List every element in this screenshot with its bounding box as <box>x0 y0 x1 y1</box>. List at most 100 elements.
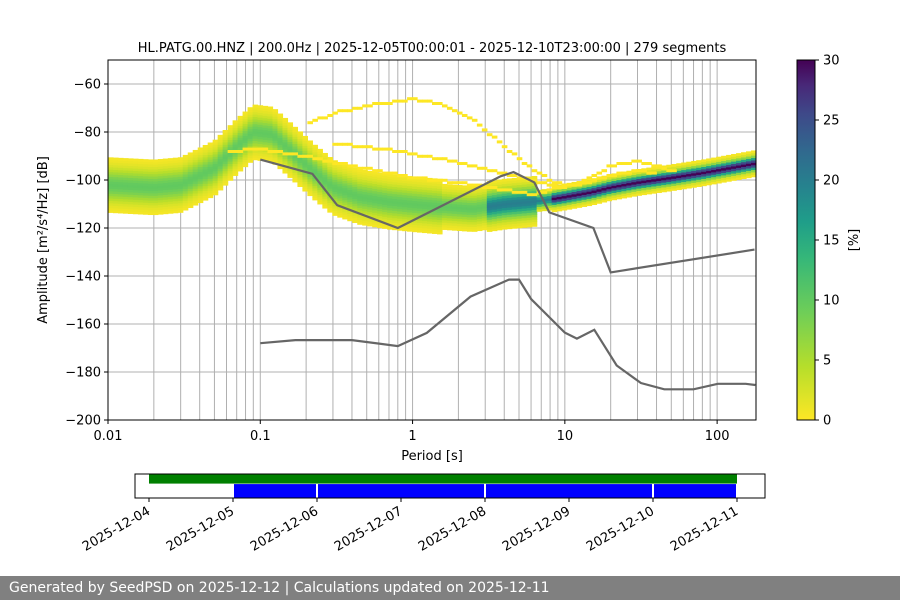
psd-cell <box>536 208 543 212</box>
psd-cell <box>541 196 548 200</box>
psd-cell <box>192 183 199 187</box>
psd-cell <box>586 181 593 185</box>
psd-cell <box>506 190 513 194</box>
psd-cell <box>182 159 189 163</box>
psd-cell <box>671 178 677 182</box>
psd-cell <box>362 198 368 202</box>
psd-cell <box>167 210 174 214</box>
psd-cell <box>172 164 179 168</box>
psd-cell <box>526 198 533 201</box>
psd-cell <box>127 191 134 195</box>
timeline-bars <box>149 474 737 498</box>
psd-cell <box>187 198 194 201</box>
psd-chart: HL.PATG.00.HNZ | 200.0Hz | 2025-12-05T00… <box>36 41 757 464</box>
psd-cell <box>531 185 538 189</box>
psd-cell <box>681 167 687 171</box>
psd-cell <box>327 200 333 204</box>
psd-cell <box>162 184 169 188</box>
psd-cell <box>222 173 229 177</box>
psd-cell <box>377 218 383 221</box>
psd-cell <box>302 138 308 142</box>
psd-cell <box>676 187 682 191</box>
psd-cell <box>536 196 543 200</box>
psd-cell <box>407 214 413 218</box>
psd-cell <box>157 180 164 184</box>
psd-cell <box>551 197 558 201</box>
psd-cell <box>741 159 747 163</box>
psd-cell <box>681 181 687 185</box>
psd-cell <box>417 203 423 207</box>
psd-cell <box>546 195 553 199</box>
psd-cell <box>207 149 214 153</box>
psd-cell <box>322 155 328 159</box>
psd-cell <box>327 207 333 211</box>
psd-cell <box>392 210 398 214</box>
psd-cell <box>387 188 393 192</box>
psd-cell <box>496 208 503 212</box>
psd-cell <box>701 183 707 187</box>
psd-cell <box>112 167 119 170</box>
psd-cell <box>337 162 343 165</box>
psd-cell <box>312 163 318 167</box>
psd-cell <box>367 190 373 193</box>
psd-cell <box>496 171 503 175</box>
psd-cell <box>506 219 513 222</box>
psd-cell <box>307 154 313 158</box>
psd-cell <box>526 195 533 199</box>
psd-cell <box>157 171 164 174</box>
psd-cell <box>397 177 403 181</box>
psd-cell <box>436 229 443 233</box>
psd-cell <box>207 195 214 199</box>
psd-cell <box>511 182 518 186</box>
psd-cell <box>247 155 254 159</box>
psd-cell <box>227 132 234 136</box>
psd-cell <box>412 97 418 101</box>
psd-cell <box>446 220 453 224</box>
psd-cell <box>676 182 682 186</box>
psd-cell <box>501 181 508 184</box>
psd-cell <box>192 197 199 201</box>
psd-cell <box>596 196 603 199</box>
psd-cell <box>476 194 483 198</box>
psd-cell <box>197 178 204 182</box>
psd-cell <box>207 192 214 196</box>
psd-cell <box>347 175 353 179</box>
psd-cell <box>417 189 423 192</box>
psd-cell <box>377 172 383 176</box>
psd-cell <box>172 174 179 178</box>
psd-cell <box>262 122 269 126</box>
psd-cell <box>496 181 503 185</box>
psd-cell <box>352 174 358 178</box>
psd-cell <box>646 189 652 192</box>
psd-cell <box>402 150 408 153</box>
psd-cell <box>646 179 652 183</box>
psd-cell <box>252 114 259 118</box>
psd-cell <box>287 167 294 171</box>
psd-cell <box>631 179 637 183</box>
psd-cell <box>397 211 403 214</box>
psd-cell <box>307 159 313 163</box>
psd-cell <box>242 113 249 117</box>
psd-cell <box>257 158 264 161</box>
psd-cell <box>397 99 403 103</box>
psd-cell <box>242 147 249 151</box>
psd-cell <box>337 181 343 185</box>
psd-cell <box>561 188 568 192</box>
psd-cell <box>202 178 209 182</box>
psd-cell <box>496 215 503 219</box>
psd-cell <box>282 132 289 136</box>
psd-cell <box>257 150 264 154</box>
psd-cell <box>307 145 313 149</box>
psd-cell <box>117 165 124 168</box>
psd-cell <box>242 111 249 115</box>
psd-cell <box>302 152 308 156</box>
psd-cell <box>521 184 528 188</box>
psd-cell <box>556 198 563 202</box>
psd-cell <box>601 185 608 189</box>
psd-cell <box>661 184 667 188</box>
psd-cell <box>192 154 199 158</box>
psd-cell <box>327 188 333 192</box>
psd-cell <box>152 164 159 168</box>
psd-cell <box>192 157 199 160</box>
psd-cell <box>476 123 483 127</box>
